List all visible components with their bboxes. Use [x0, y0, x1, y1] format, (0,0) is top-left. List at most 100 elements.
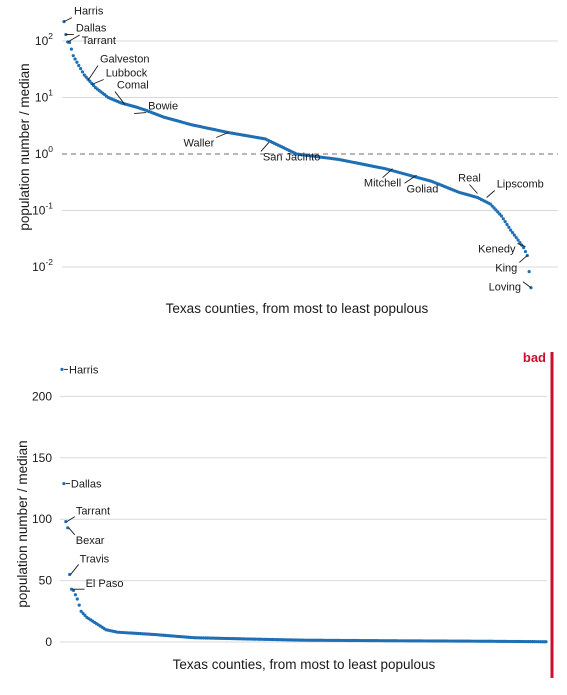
county-label: Waller: [184, 138, 215, 150]
annotation-leader: [517, 243, 526, 247]
county-point: [79, 609, 83, 613]
county-point: [62, 481, 66, 486]
county-point: [503, 220, 507, 224]
county-point: [79, 67, 83, 71]
log-y-axis-title: population number / median: [17, 63, 32, 230]
county-label: Dallas: [71, 479, 102, 491]
county-point: [66, 526, 70, 530]
linear-y-tick-label: 150: [32, 451, 52, 465]
county-point: [71, 54, 75, 58]
county-point: [499, 214, 504, 218]
county-label: Real: [458, 172, 481, 184]
county-point: [505, 222, 509, 227]
log-y-tick-label: 100: [35, 144, 53, 161]
annotation-leader: [63, 17, 73, 23]
county-label: Tarrant: [82, 35, 116, 47]
county-point: [62, 20, 66, 24]
annotation-leader: [519, 255, 528, 263]
log-y-tick-label: 102: [35, 31, 53, 48]
county-point: [75, 597, 79, 601]
county-label: Lipscomb: [497, 178, 544, 190]
annotation-leader: [522, 281, 532, 289]
annotation-leader: [134, 112, 147, 114]
county-point: [81, 611, 85, 615]
county-label: Goliad: [407, 183, 439, 195]
county-label: Lubbock: [106, 67, 148, 79]
county-point: [88, 79, 92, 83]
annotation-leader: [91, 79, 104, 85]
log-y-tick-labels: 10-2 10-1 100 101 102: [32, 31, 53, 274]
linear-data-points: [60, 367, 548, 644]
county-point: [516, 238, 520, 242]
linear-annotations: Harris Dallas Tarrant Bexar Travis El Paso: [64, 364, 123, 590]
annotation-leader: [87, 65, 99, 81]
county-point: [514, 235, 518, 240]
county-point: [69, 47, 73, 51]
log-y-tick-label: 10-1: [32, 201, 53, 218]
county-point: [527, 269, 531, 274]
county-point: [91, 83, 96, 88]
county-point: [544, 640, 548, 644]
county-label: San Jacinto: [263, 151, 320, 163]
annotation-leader: [66, 516, 76, 523]
linear-y-tick-label: 200: [32, 389, 52, 403]
linear-y-tick-label: 100: [32, 512, 52, 526]
county-point: [510, 230, 515, 235]
county-point: [60, 367, 64, 371]
linear-y-tick-label: 50: [39, 574, 53, 588]
county-point: [501, 217, 505, 221]
linear-x-axis-title: Texas counties, from most to least popul…: [173, 657, 436, 672]
annotation-leader: [114, 91, 126, 105]
county-point: [509, 228, 513, 232]
county-point: [522, 246, 526, 250]
linear-y-axis-title: population number / median: [15, 440, 30, 607]
county-point: [73, 593, 77, 597]
annotation-leader: [469, 184, 478, 194]
county-label: Tarrant: [76, 506, 110, 518]
county-label: Mitchell: [364, 178, 401, 190]
county-point: [80, 70, 85, 74]
county-point: [82, 73, 86, 77]
county-point: [73, 57, 77, 61]
log-data-points: [62, 20, 533, 290]
county-label: El Paso: [86, 578, 124, 590]
county-label: King: [495, 262, 517, 274]
county-label: Bowie: [148, 101, 178, 113]
annotation-leader: [260, 142, 270, 152]
annotation-leader: [382, 168, 393, 179]
log-x-axis-title: Texas counties, from most to least popul…: [166, 301, 429, 316]
county-label: Loving: [489, 282, 521, 294]
log-y-tick-label: 101: [35, 88, 53, 105]
linear-panel: 0 50 100 150 200 Harris Dallas Tarrant Bexar Tra…: [15, 364, 548, 672]
county-label: Travis: [80, 553, 110, 565]
log-gridlines: [62, 40, 558, 268]
county-point: [68, 572, 72, 577]
county-point: [512, 233, 516, 237]
annotation-leader: [70, 564, 80, 575]
bad-label: bad: [523, 350, 546, 365]
log-y-tick-label: 10-2: [32, 257, 53, 274]
county-label: Dallas: [76, 23, 107, 35]
county-label: Bexar: [76, 535, 105, 547]
county-point: [507, 225, 511, 229]
county-label: Kenedy: [478, 244, 516, 256]
annotation-leader: [216, 132, 229, 138]
county-point: [77, 63, 81, 68]
linear-y-tick-labels: 0 50 100 150 200: [32, 389, 52, 649]
annotation-leader: [404, 174, 417, 184]
county-label: Harris: [69, 364, 99, 376]
annotation-leader: [68, 527, 76, 536]
county-point: [64, 520, 68, 524]
annotation-leader: [486, 190, 495, 198]
county-point: [77, 603, 81, 607]
county-label: Comal: [117, 80, 149, 92]
annotation-leader: [67, 34, 80, 43]
county-point: [518, 240, 522, 245]
county-point: [523, 249, 528, 254]
county-point: [83, 613, 87, 617]
county-label: Galveston: [100, 53, 150, 65]
linear-y-tick-label: 0: [45, 635, 52, 649]
county-point: [75, 60, 79, 64]
